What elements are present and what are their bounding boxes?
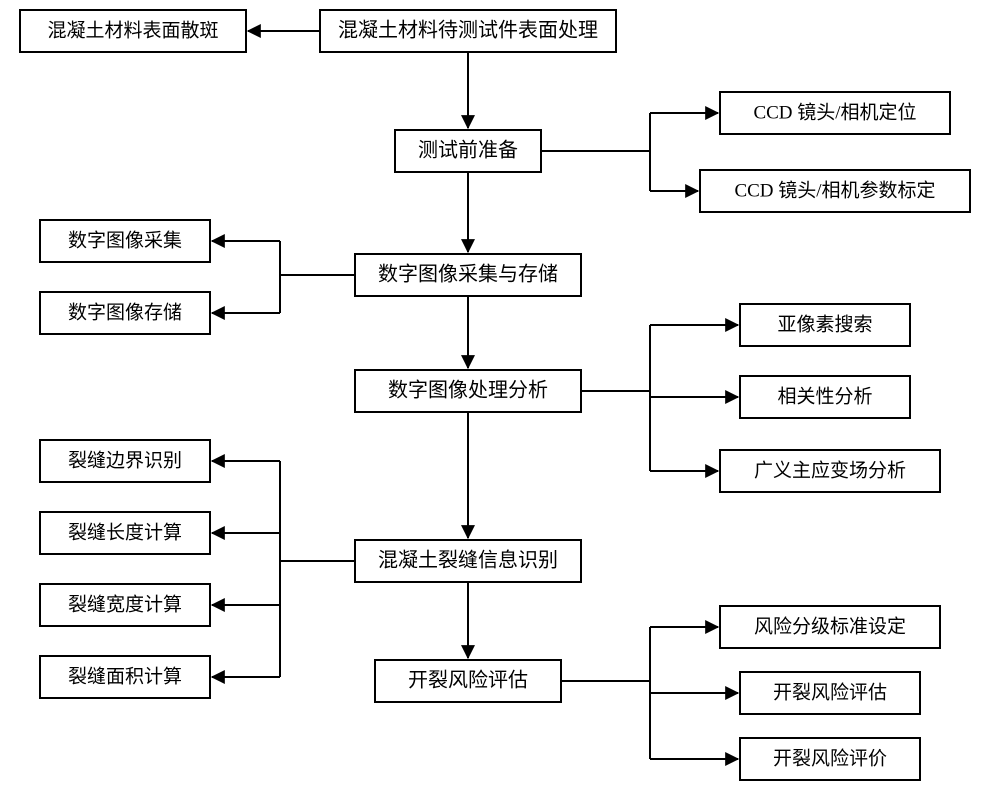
flowchart-canvas: 混凝土材料待测试件表面处理测试前准备数字图像采集与存储数字图像处理分析混凝土裂缝… <box>0 0 1000 798</box>
node-label-l4: 裂缝边界识别 <box>68 449 182 471</box>
node-label-r2: CCD 镜头/相机参数标定 <box>734 179 935 201</box>
node-label-l7: 裂缝面积计算 <box>68 665 182 687</box>
nodes-group: 混凝土材料待测试件表面处理测试前准备数字图像采集与存储数字图像处理分析混凝土裂缝… <box>20 10 970 780</box>
node-label-c5: 混凝土裂缝信息识别 <box>378 549 558 572</box>
node-label-l2: 数字图像采集 <box>68 229 182 251</box>
node-label-r1: CCD 镜头/相机定位 <box>753 101 916 123</box>
node-label-c6: 开裂风险评估 <box>408 669 528 692</box>
node-label-l6: 裂缝宽度计算 <box>68 593 182 615</box>
node-label-l3: 数字图像存储 <box>68 301 182 323</box>
node-label-r4: 相关性分析 <box>777 385 872 407</box>
node-label-r3: 亚像素搜索 <box>777 313 872 335</box>
node-label-c3: 数字图像采集与存储 <box>378 263 558 286</box>
node-label-c4: 数字图像处理分析 <box>388 379 548 402</box>
node-label-l5: 裂缝长度计算 <box>68 521 182 543</box>
node-label-r8: 开裂风险评价 <box>773 747 887 769</box>
node-label-l1: 混凝土材料表面散斑 <box>47 19 218 41</box>
node-label-c1: 混凝土材料待测试件表面处理 <box>338 19 598 42</box>
node-label-r6: 风险分级标准设定 <box>754 615 906 637</box>
node-label-c2: 测试前准备 <box>418 139 518 162</box>
node-label-r7: 开裂风险评估 <box>773 681 887 703</box>
node-label-r5: 广义主应变场分析 <box>754 459 906 481</box>
